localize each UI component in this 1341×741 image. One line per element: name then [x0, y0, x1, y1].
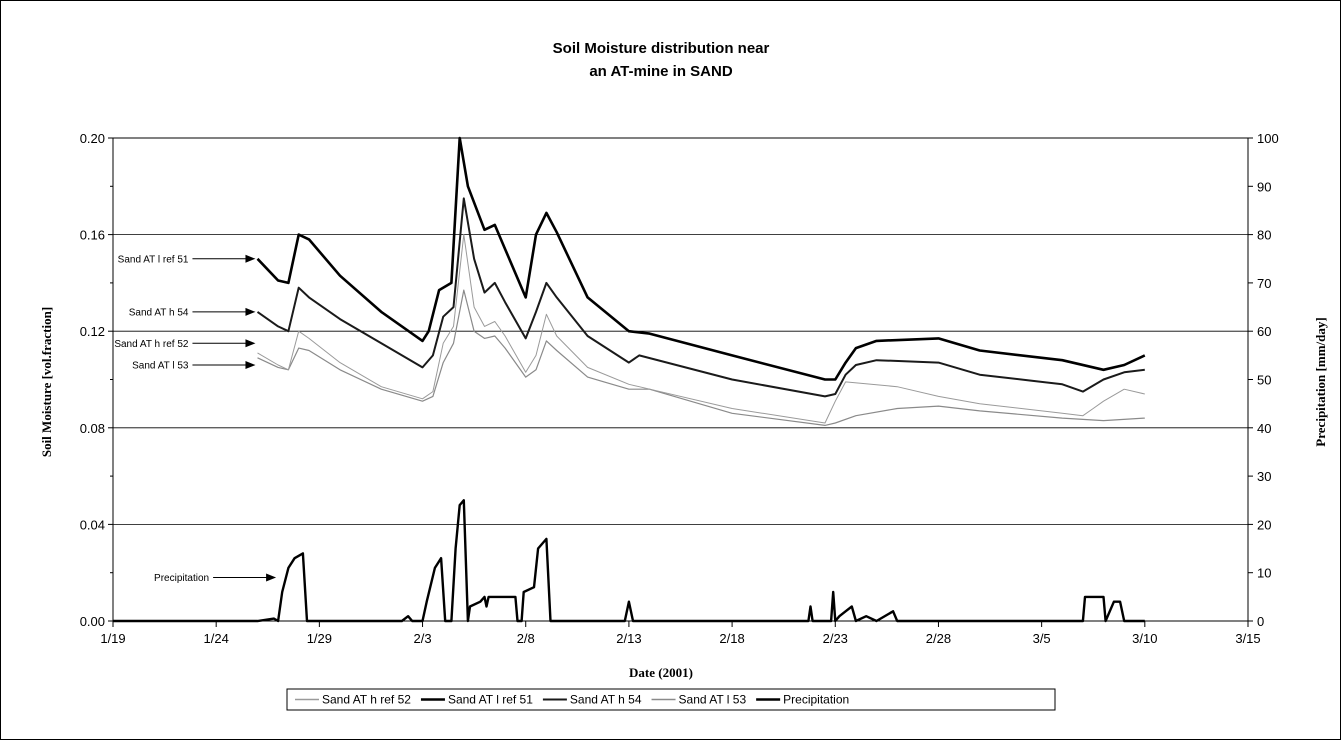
x-tick-label: 3/10 [1132, 631, 1157, 646]
y-tick-label: 0.12 [80, 324, 105, 339]
annotation: Precipitation [154, 573, 277, 584]
legend-label: Sand AT l ref 51 [448, 693, 533, 707]
legend-label: Sand AT h 54 [570, 693, 642, 707]
y2-tick-label: 70 [1257, 276, 1271, 291]
series-line-sand-at-h-54 [256, 197, 1145, 398]
y-axis-label: Soil Moisture [vol.fraction] [39, 307, 54, 457]
y-axis: 0.00 0.04 0.08 0.12 0.16 0.20 [80, 131, 113, 629]
x-axis: 1/19 1/24 1/29 2/3 2/8 2/13 2/18 2/23 2/28 3/5 3/1… [100, 621, 1261, 646]
x-tick-label: 1/24 [204, 631, 229, 646]
y2-tick-label: 50 [1257, 373, 1271, 388]
annotation-arrow-head [245, 307, 256, 316]
x-tick-label: 2/3 [414, 631, 432, 646]
legend-label: Sand AT h ref 52 [322, 693, 411, 707]
y2-tick-label: 60 [1257, 324, 1271, 339]
series-line-sand-at-h-ref-52 [257, 234, 1145, 424]
series-group [113, 136, 1146, 623]
annotation: Sand AT h ref 52 [114, 339, 256, 350]
x-axis-label: Date (2001) [629, 665, 693, 680]
annotation-label: Sand AT h ref 52 [114, 339, 189, 350]
legend-item: Sand AT h 54 [542, 693, 642, 707]
annotation-label: Sand AT h 54 [129, 307, 189, 318]
annotation-label: Sand AT l ref 51 [118, 254, 189, 265]
annotation-label: Sand AT l 53 [132, 361, 189, 372]
annotation-arrow-head [266, 573, 277, 582]
grid-lines [113, 234, 1248, 525]
x-tick-label: 1/29 [307, 631, 332, 646]
y2-axis-label: Precipitation [mm/day] [1313, 317, 1328, 446]
x-tick-label: 2/18 [719, 631, 744, 646]
x-tick-label: 2/13 [616, 631, 641, 646]
legend-label: Precipitation [783, 693, 849, 707]
x-tick-label: 1/19 [100, 631, 125, 646]
legend: Sand AT h ref 52 Sand AT l ref 51 Sand AT … [286, 688, 1056, 711]
y2-tick-label: 80 [1257, 228, 1271, 243]
y2-tick-label: 20 [1257, 517, 1271, 532]
legend-item: Sand AT h ref 52 [295, 693, 411, 707]
annotation: Sand AT h 54 [129, 307, 256, 318]
series-line-precipitation [113, 499, 1145, 623]
y2-tick-label: 0 [1257, 614, 1264, 629]
annotation: Sand AT l ref 51 [118, 254, 256, 265]
series-line-sand-at-l-53 [257, 289, 1145, 426]
legend-item: Sand AT l 53 [651, 693, 747, 707]
legend-label: Sand AT l 53 [679, 693, 747, 707]
y-tick-label: 0.16 [80, 228, 105, 243]
plot-area [112, 137, 1249, 622]
y2-tick-label: 100 [1257, 131, 1279, 146]
y2-tick-label: 40 [1257, 421, 1271, 436]
legend-item: Sand AT l ref 51 [420, 693, 533, 707]
x-tick-label: 3/5 [1033, 631, 1051, 646]
legend-item: Precipitation [756, 693, 849, 707]
y-tick-label: 0.20 [80, 131, 105, 146]
x-tick-label: 2/28 [926, 631, 951, 646]
y-tick-label: 0.00 [80, 614, 105, 629]
annotations: Sand AT l ref 51 Sand AT h 54 Sand AT h re… [114, 254, 277, 584]
annotation-arrow-head [245, 254, 256, 263]
annotation-arrow-head [245, 339, 256, 348]
annotation: Sand AT l 53 [132, 361, 256, 372]
chart-title: Soil Moisture distribution near [553, 40, 770, 57]
x-tick-label: 2/8 [517, 631, 535, 646]
annotation-arrow-head [245, 361, 256, 370]
y2-tick-label: 10 [1257, 566, 1271, 581]
y-tick-label: 0.08 [80, 421, 105, 436]
y-tick-label: 0.04 [80, 517, 105, 532]
annotation-label: Precipitation [154, 573, 209, 584]
y2-tick-label: 90 [1257, 179, 1271, 194]
x-tick-label: 2/23 [823, 631, 848, 646]
chart-subtitle: an AT-mine in SAND [589, 63, 733, 80]
y2-axis: 0 10 20 30 40 50 60 70 80 90 100 [1248, 131, 1279, 629]
series-line-sand-at-l-ref-51 [256, 136, 1146, 381]
x-tick-label: 3/15 [1235, 631, 1260, 646]
y2-tick-label: 30 [1257, 469, 1271, 484]
